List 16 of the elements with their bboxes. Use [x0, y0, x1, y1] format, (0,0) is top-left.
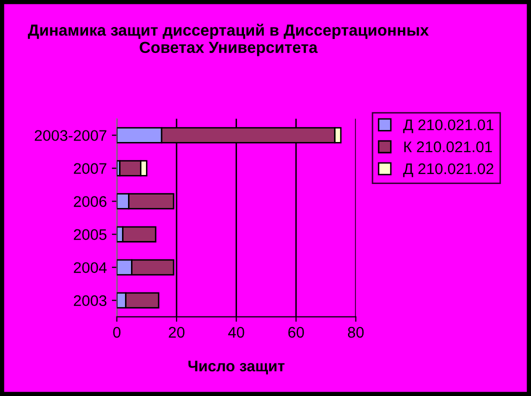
x-axis-title: Число защит — [188, 360, 285, 374]
legend-label: К 210.021.01 — [404, 141, 492, 152]
y-tick-label: 2007 — [74, 163, 106, 174]
y-tick-label: 2004 — [74, 262, 107, 274]
x-tick-label: 40 — [228, 326, 244, 338]
x-tick-label: 20 — [168, 326, 184, 338]
x-tick-label: 60 — [288, 326, 304, 338]
chart-title: Динамика защит диссертаций в Диссертационных Советах Университета — [28, 24, 429, 56]
x-tick-label: 80 — [348, 326, 364, 338]
y-tick-label: 2006 — [74, 196, 106, 207]
y-tick-label: 2003-2007 — [34, 130, 106, 141]
legend-label: Д 210.021.01 — [403, 119, 494, 134]
legend-label: Д 210.021.02 — [403, 163, 494, 178]
y-tick-label: 2003 — [74, 295, 106, 306]
y-tick-label: 2005 — [74, 229, 106, 240]
x-tick-label: 0 — [113, 326, 120, 338]
